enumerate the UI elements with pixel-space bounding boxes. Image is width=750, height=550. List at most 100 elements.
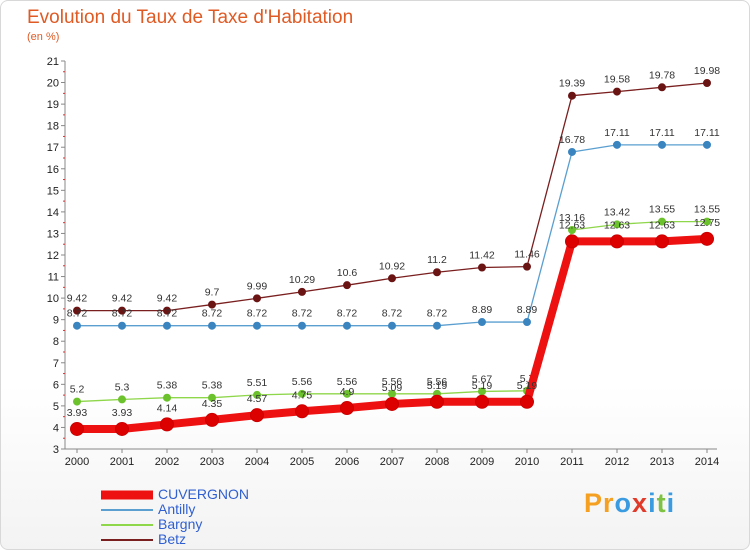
data-point-cuvergnon (205, 412, 219, 427)
x-tick-label: 2006 (335, 456, 359, 468)
data-point-cuvergnon (250, 408, 264, 423)
data-point-antilly (613, 140, 621, 149)
data-point-betz (343, 281, 351, 290)
data-label-cuvergnon: 12.63 (649, 219, 675, 231)
data-point-antilly (523, 318, 531, 327)
data-point-antilly (253, 321, 261, 330)
data-label-cuvergnon: 4.9 (340, 386, 355, 398)
data-point-cuvergnon (385, 396, 399, 411)
data-point-antilly (478, 318, 486, 327)
data-label-bargny: 5.38 (157, 380, 178, 392)
data-point-cuvergnon (610, 234, 624, 249)
legend-swatch (101, 517, 153, 532)
data-point-bargny (208, 393, 216, 402)
y-tick-label: 4 (53, 422, 59, 434)
y-tick-label: 15 (47, 185, 59, 197)
data-label-cuvergnon: 4.75 (292, 389, 313, 401)
data-label-antilly: 8.89 (472, 304, 493, 316)
data-point-cuvergnon (700, 231, 714, 246)
data-label-bargny: 5.38 (202, 380, 223, 392)
data-label-betz: 19.98 (694, 65, 720, 77)
data-point-cuvergnon (115, 421, 129, 436)
data-point-antilly (163, 321, 171, 330)
data-point-cuvergnon (475, 394, 489, 409)
y-tick-label: 3 (53, 444, 59, 456)
data-label-cuvergnon: 5.19 (427, 380, 448, 392)
data-label-antilly: 17.11 (604, 127, 630, 139)
proxiti-logo: Proxiti (584, 488, 675, 528)
y-tick-label: 16 (47, 164, 59, 176)
data-point-cuvergnon (520, 394, 534, 409)
y-tick-label: 7 (53, 358, 59, 370)
data-point-betz (703, 78, 711, 87)
x-tick-label: 2011 (560, 456, 584, 468)
data-label-betz: 10.92 (379, 260, 405, 272)
legend-item-cuvergnon: CUVERGNON (101, 486, 401, 502)
data-label-bargny: 5.3 (115, 381, 130, 393)
data-label-bargny: 13.16 (559, 212, 585, 224)
x-tick-label: 2005 (290, 456, 314, 468)
legend-item-betz: Betz (101, 531, 401, 547)
x-tick-label: 2001 (110, 456, 134, 468)
data-label-betz: 9.99 (247, 280, 268, 292)
y-tick-label: 6 (53, 379, 59, 391)
data-label-betz: 9.42 (67, 293, 88, 305)
data-point-cuvergnon (655, 234, 669, 249)
data-label-bargny: 13.42 (604, 206, 630, 218)
logo-letter: t (656, 488, 667, 518)
data-label-antilly: 8.72 (292, 308, 313, 320)
logo-letter: x (632, 488, 649, 518)
data-label-betz: 10.29 (289, 274, 315, 286)
y-tick-label: 5 (53, 401, 59, 413)
y-tick-label: 12 (47, 250, 59, 262)
chart-legend: CUVERGNON Antilly Bargny Betz (101, 486, 401, 547)
data-point-cuvergnon (340, 401, 354, 416)
legend-swatch (101, 487, 153, 502)
y-tick-label: 17 (47, 142, 59, 154)
data-label-cuvergnon: 5.19 (517, 380, 538, 392)
data-point-betz (658, 83, 666, 92)
data-label-cuvergnon: 5.09 (382, 382, 403, 394)
data-point-antilly (343, 321, 351, 330)
data-point-antilly (298, 321, 306, 330)
data-point-betz (523, 262, 531, 271)
data-point-bargny (298, 389, 306, 398)
x-tick-label: 2002 (155, 456, 179, 468)
data-label-cuvergnon: 12.75 (694, 217, 720, 229)
data-label-antilly: 8.72 (337, 308, 358, 320)
chart-subtitle: (en %) (27, 31, 60, 43)
data-label-antilly: 8.72 (112, 308, 133, 320)
legend-item-antilly: Antilly (101, 501, 401, 517)
data-point-antilly (73, 321, 81, 330)
data-point-antilly (568, 147, 576, 156)
data-label-bargny: 5.56 (292, 376, 313, 388)
y-tick-label: 13 (47, 228, 59, 240)
legend-swatch (101, 502, 153, 517)
data-point-cuvergnon (295, 404, 309, 419)
legend-label: Antilly (158, 501, 196, 517)
y-tick-label: 21 (47, 56, 59, 68)
data-label-cuvergnon: 4.35 (202, 398, 223, 410)
y-tick-label: 20 (47, 78, 59, 90)
data-label-antilly: 17.11 (649, 127, 675, 139)
data-label-antilly: 8.72 (247, 308, 268, 320)
y-tick-label: 19 (47, 99, 59, 111)
x-tick-label: 2010 (515, 456, 539, 468)
data-point-bargny (73, 397, 81, 406)
data-point-betz (118, 306, 126, 315)
logo-letter: i (666, 488, 676, 518)
legend-item-bargny: Bargny (101, 516, 401, 532)
x-tick-label: 2014 (695, 456, 719, 468)
chart-title: Evolution du Taux de Taxe d'Habitation (27, 7, 354, 28)
data-label-bargny: 5.56 (337, 376, 358, 388)
x-tick-label: 2012 (605, 456, 629, 468)
data-label-bargny: 5.67 (472, 373, 493, 385)
data-label-antilly: 8.89 (517, 304, 538, 316)
logo-letter: P (584, 488, 604, 518)
legend-swatch (101, 532, 153, 547)
data-label-bargny: 5.51 (247, 377, 268, 389)
x-tick-label: 2007 (380, 456, 404, 468)
y-tick-label: 11 (48, 272, 59, 284)
data-point-betz (433, 268, 441, 277)
x-tick-label: 2003 (200, 456, 224, 468)
